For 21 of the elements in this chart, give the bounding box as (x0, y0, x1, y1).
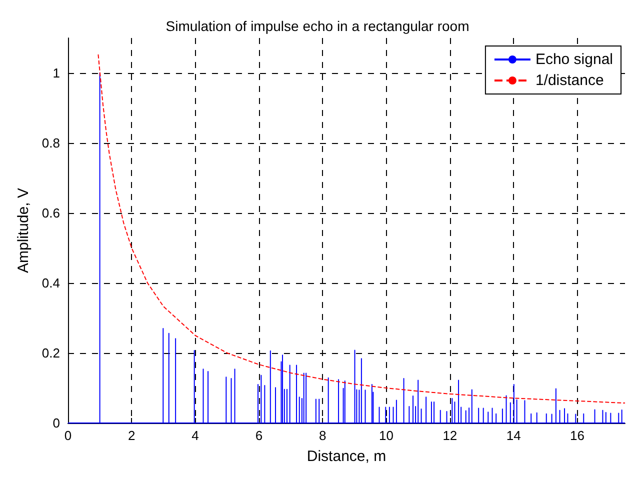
y-axis-title: Amplitude, V (15, 188, 32, 274)
legend-label: 1/distance (535, 72, 604, 89)
x-tick-label: 0 (64, 428, 72, 443)
y-tick-label: 0.8 (42, 136, 60, 150)
y-tick-label: 1 (52, 66, 60, 80)
x-tick-label: 10 (379, 428, 394, 443)
chart-title: Simulation of impulse echo in a rectangular room (166, 18, 470, 34)
x-tick-label: 16 (570, 428, 584, 443)
x-tick-label: 14 (506, 428, 521, 443)
x-axis-title: Distance, m (306, 448, 386, 465)
x-tick-label: 4 (192, 428, 199, 443)
y-tick-label: 0 (52, 416, 60, 430)
y-tick-label: 0.4 (42, 276, 60, 290)
y-tick-label: 0.2 (42, 346, 60, 360)
x-tick-label: 6 (255, 428, 263, 443)
x-tick-label: 2 (128, 428, 136, 443)
x-tick-label: 8 (318, 428, 326, 443)
y-tick-label: 0.6 (42, 206, 60, 220)
line-series (98, 54, 626, 404)
legend-label: Echo signal (535, 51, 614, 68)
x-tick-label: 12 (442, 428, 458, 443)
